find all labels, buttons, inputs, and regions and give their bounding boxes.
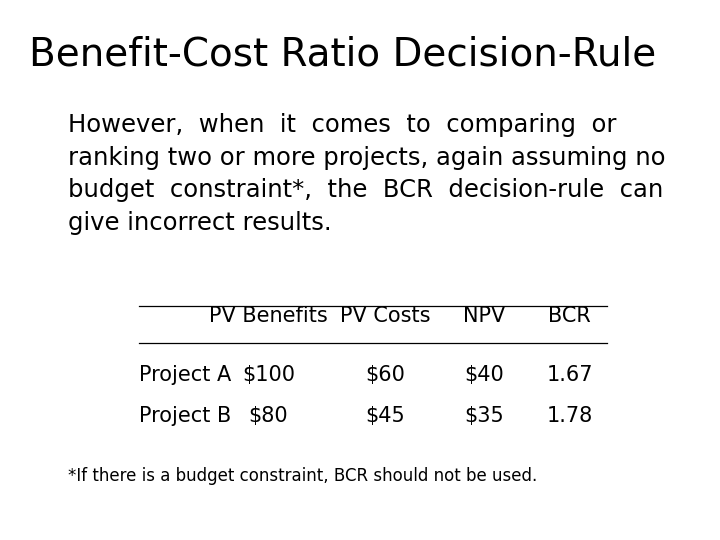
Text: PV Benefits: PV Benefits (209, 306, 328, 326)
Text: $60: $60 (365, 365, 405, 386)
Text: Project B: Project B (139, 406, 231, 426)
Text: Project A: Project A (139, 365, 231, 386)
Text: BCR: BCR (549, 306, 591, 326)
Text: PV Costs: PV Costs (340, 306, 431, 326)
Text: $40: $40 (464, 365, 503, 386)
Text: NPV: NPV (462, 306, 505, 326)
Text: Benefit-Cost Ratio Decision-Rule: Benefit-Cost Ratio Decision-Rule (29, 35, 656, 73)
Text: $35: $35 (464, 406, 503, 426)
Text: However,  when  it  comes  to  comparing  or
ranking two or more projects, again: However, when it comes to comparing or r… (68, 113, 666, 235)
Text: $45: $45 (366, 406, 405, 426)
Text: $80: $80 (248, 406, 288, 426)
Text: 1.78: 1.78 (546, 406, 593, 426)
Text: $100: $100 (242, 365, 295, 386)
Text: 1.67: 1.67 (546, 365, 593, 386)
Text: *If there is a budget constraint, BCR should not be used.: *If there is a budget constraint, BCR sh… (68, 467, 538, 485)
